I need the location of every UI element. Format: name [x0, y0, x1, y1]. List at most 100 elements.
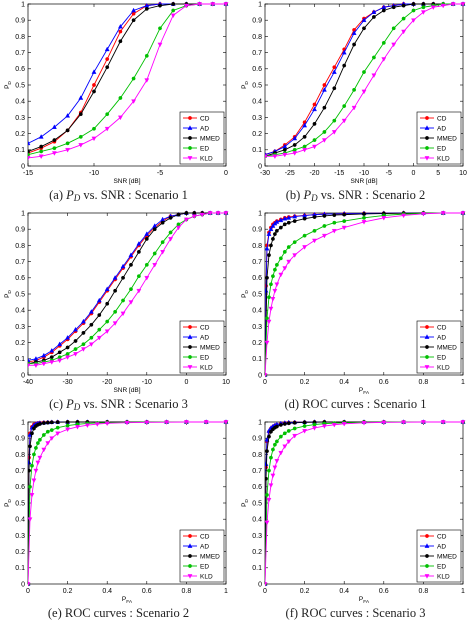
- data-point-ed: [292, 240, 297, 245]
- chart-caption: (f) ROC curves : Scenario 3: [237, 602, 474, 624]
- data-point-ed: [65, 352, 70, 356]
- data-point-kld: [183, 3, 189, 9]
- data-point-ed: [73, 347, 78, 351]
- data-point-mmed: [286, 220, 291, 225]
- y-tick-label: 0.7: [252, 468, 262, 475]
- data-point-mmed: [269, 429, 273, 434]
- caption-math-sub: D: [73, 402, 81, 412]
- data-point-mmed: [342, 63, 347, 68]
- y-axis-label: PD: [4, 290, 13, 298]
- data-point-kld: [321, 233, 327, 239]
- data-point-kld: [401, 29, 407, 35]
- data-point-mmed: [89, 322, 94, 327]
- x-tick-label: 0.2: [63, 588, 73, 595]
- chart-panel-6: 0 0.1 0.2 0.3 0.4 0.5 0.6 0.7 0.8 0.9 1 0 0.2 0.4 0.6 0…: [237, 418, 474, 627]
- caption-math: P: [66, 188, 74, 202]
- data-point-kld: [144, 78, 150, 83]
- data-point-mmed: [171, 2, 176, 6]
- y-tick-label: 1: [258, 210, 262, 217]
- caption-text: vs. SNR : Scenario 3: [80, 397, 188, 411]
- y-tick-label: 0.9: [252, 436, 262, 443]
- data-point-ad: [128, 252, 134, 257]
- caption-math: P: [66, 397, 74, 411]
- data-point-kld: [268, 483, 274, 488]
- data-point-kld: [381, 420, 387, 426]
- chart-panel-2: 0 0.1 0.2 0.3 0.4 0.5 0.6 0.7 0.8 0.9 1 -30 -25 -20 -1…: [237, 0, 474, 209]
- x-axis-label: PFA: [359, 387, 370, 396]
- data-point-ed: [65, 423, 70, 428]
- legend: CD AD MMED ED KLD: [416, 111, 462, 165]
- legend-marker-ed: [425, 355, 429, 359]
- data-point-kld: [223, 2, 229, 7]
- data-point-kld: [331, 130, 337, 135]
- y-tick-label: 0.2: [15, 549, 25, 556]
- data-point-ed: [97, 327, 102, 332]
- series-line-mmed: [28, 3, 226, 152]
- data-point-mmed: [274, 228, 279, 233]
- x-axis-label: PFA: [359, 596, 370, 605]
- data-point-kld: [272, 288, 278, 294]
- data-point-ad: [302, 122, 308, 128]
- data-point-kld: [341, 421, 347, 427]
- legend-marker-kld: [187, 365, 193, 370]
- x-tick-label: -30: [260, 170, 270, 177]
- data-point-kld: [381, 57, 387, 62]
- legend-marker-ed: [425, 564, 429, 568]
- data-point-kld: [104, 329, 110, 334]
- data-point-ad: [112, 275, 118, 280]
- y-tick-label: 0.3: [252, 324, 262, 331]
- data-point-mmed: [168, 215, 173, 220]
- legend-label-ad: AD: [437, 125, 446, 132]
- data-point-cd: [118, 29, 123, 34]
- data-point-mmed: [421, 2, 426, 6]
- x-tick-label: 0.6: [142, 588, 152, 595]
- y-tick-label: 0.6: [15, 275, 25, 282]
- data-point-mmed: [265, 476, 268, 481]
- x-tick-label: 0.4: [102, 588, 112, 595]
- legend-marker-mmed: [188, 136, 192, 140]
- x-tick-label: -25: [285, 170, 295, 177]
- y-tick-label: 0.5: [15, 500, 25, 507]
- data-point-kld: [160, 250, 166, 255]
- data-point-mmed: [362, 212, 366, 216]
- plot-area: [265, 1, 466, 160]
- data-point-kld: [292, 151, 298, 156]
- data-point-kld: [41, 361, 47, 367]
- x-axis-label: SNR [dB]: [113, 387, 140, 394]
- y-tick-label: 1: [21, 1, 25, 8]
- y-tick-label: 0.9: [15, 18, 25, 25]
- data-point-kld: [94, 422, 100, 427]
- data-point-kld: [430, 5, 436, 10]
- data-point-kld: [128, 300, 134, 305]
- data-point-ed: [322, 130, 327, 134]
- data-point-ed: [267, 295, 271, 300]
- data-point-ed: [55, 425, 60, 430]
- data-point-kld: [199, 212, 205, 218]
- y-tick-label: 0.6: [15, 66, 25, 73]
- data-point-ed: [45, 429, 50, 434]
- data-point-kld: [292, 253, 298, 258]
- legend-label-cd: CD: [437, 115, 447, 122]
- data-point-kld: [265, 373, 268, 378]
- data-point-mmed: [286, 421, 291, 426]
- legend-label-cd: CD: [200, 324, 210, 331]
- y-tick-label: 0.9: [15, 227, 25, 234]
- data-point-ed: [312, 138, 317, 142]
- data-point-kld: [265, 154, 268, 160]
- data-point-mmed: [41, 421, 46, 426]
- data-point-mmed: [342, 212, 347, 217]
- data-point-mmed: [292, 219, 297, 223]
- data-point-mmed: [332, 86, 337, 91]
- legend-label-ed: ED: [437, 145, 446, 152]
- data-point-ed: [144, 53, 149, 58]
- data-point-kld: [312, 144, 317, 150]
- data-point-kld: [401, 213, 407, 219]
- legend-label-kld: KLD: [200, 364, 213, 371]
- data-point-kld: [420, 212, 426, 217]
- data-point-kld: [312, 426, 317, 431]
- legend-label-ed: ED: [200, 563, 209, 570]
- data-point-ad: [88, 309, 94, 314]
- data-point-ad: [371, 9, 377, 14]
- data-point-ed: [302, 144, 307, 149]
- data-point-kld: [278, 450, 284, 456]
